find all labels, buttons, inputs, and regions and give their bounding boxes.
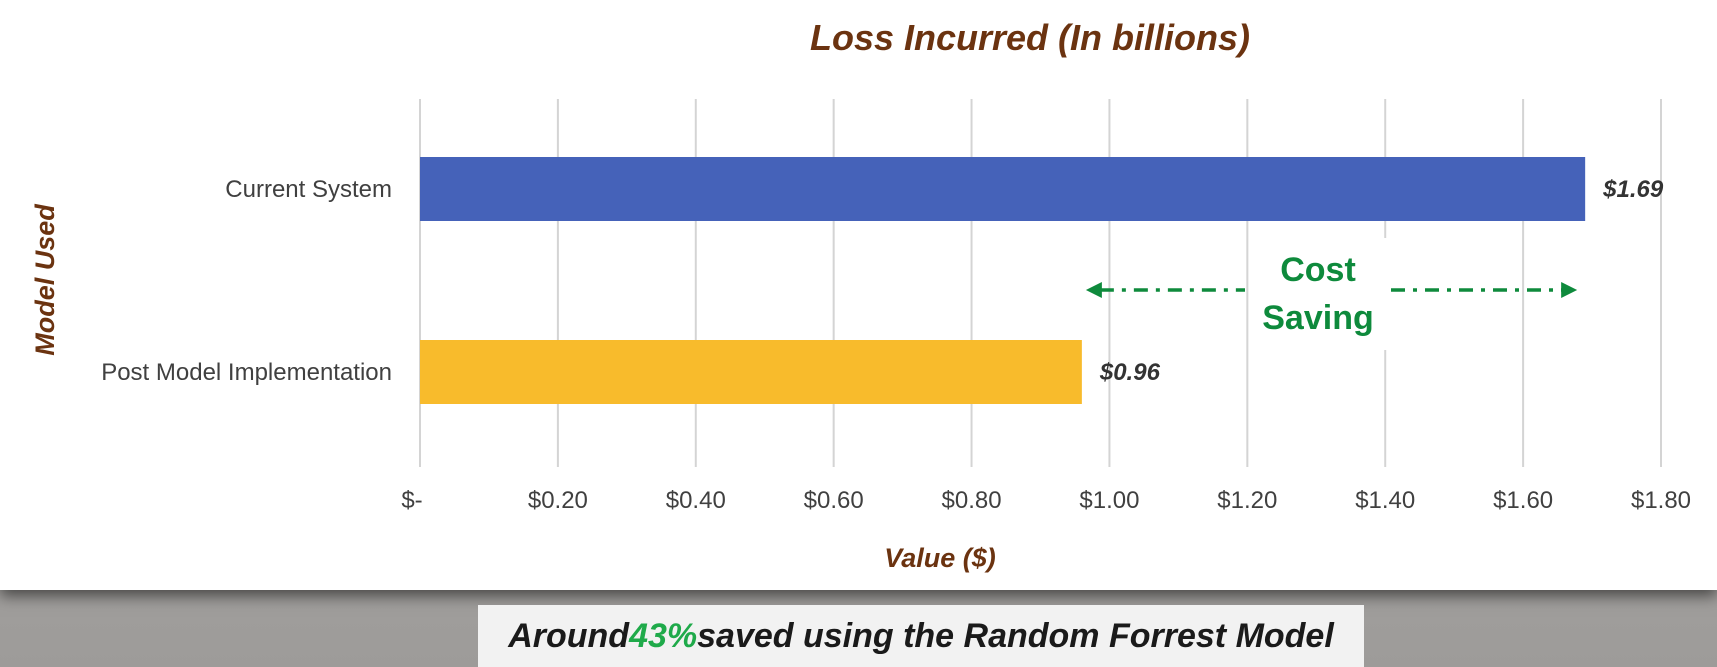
bars <box>420 157 1586 404</box>
data-label: $0.96 <box>1099 359 1161 386</box>
data-label: $1.69 <box>1602 176 1664 203</box>
x-axis-title: Value ($) <box>884 543 996 573</box>
chart-panel: Cost Saving $- $0.20 $0.40 $0.60 $0.80 $1.00 $1… <box>0 0 1717 590</box>
caption-highlight: 43% <box>629 616 698 655</box>
annotation-text: Saving <box>1262 299 1373 337</box>
x-tick-label: $1.60 <box>1493 487 1553 514</box>
caption-prefix: Around <box>508 616 630 655</box>
x-tick-label: $0.60 <box>804 487 864 514</box>
bar <box>420 340 1082 404</box>
labels: $- $0.20 $0.40 $0.60 $0.80 $1.00 $1.20 $1.40 $1.… <box>101 176 1691 514</box>
bar <box>420 157 1586 221</box>
gridlines <box>419 99 1662 467</box>
caption-suffix: saved using the Random Forrest Model <box>697 616 1334 655</box>
x-tick-label: $0.40 <box>666 487 726 514</box>
cost-saving-annotation: Cost Saving <box>1085 238 1578 350</box>
arrowhead-right <box>1561 282 1578 298</box>
x-tick-label: $1.80 <box>1631 487 1691 514</box>
chart-title: Loss Incurred (In billions) <box>810 17 1250 58</box>
summary-caption: Around 43% saved using the Random Forres… <box>478 605 1364 667</box>
category-label: Post Model Implementation <box>101 359 392 386</box>
bar-chart: Cost Saving $- $0.20 $0.40 $0.60 $0.80 $1.00 $1… <box>30 17 1691 573</box>
category-label: Current System <box>225 176 392 203</box>
x-tick-label: $0.20 <box>528 487 588 514</box>
annotation-text: Cost <box>1280 251 1356 289</box>
x-tick-label: $1.20 <box>1217 487 1277 514</box>
x-tick-label: $- <box>401 487 422 514</box>
y-axis-title: Model Used <box>30 204 60 356</box>
x-tick-label: $0.80 <box>942 487 1002 514</box>
arrowhead-left <box>1085 282 1102 298</box>
x-tick-label: $1.00 <box>1079 487 1139 514</box>
annotation-box <box>1249 238 1387 350</box>
x-tick-label: $1.40 <box>1355 487 1415 514</box>
